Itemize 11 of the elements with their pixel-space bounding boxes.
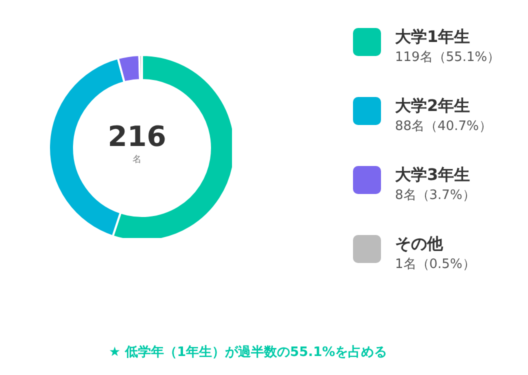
legend-label: その他 <box>395 233 444 255</box>
text: 名 <box>132 154 142 166</box>
text: ★ 低学年（1年生）が過半数の55.1%を占める <box>108 344 388 361</box>
data-label: 88名（40.7%） <box>395 118 492 136</box>
data-label: 1名（0.5%） <box>395 256 476 274</box>
legend-label: 大学1年生 <box>395 26 472 48</box>
legend-label: 大学3年生 <box>395 164 472 186</box>
text: 216 <box>106 120 168 153</box>
data-label: 119名（55.1%） <box>395 49 500 67</box>
data-label: 8名（3.7%） <box>395 187 476 205</box>
legend-label: 大学2年生 <box>395 95 472 117</box>
